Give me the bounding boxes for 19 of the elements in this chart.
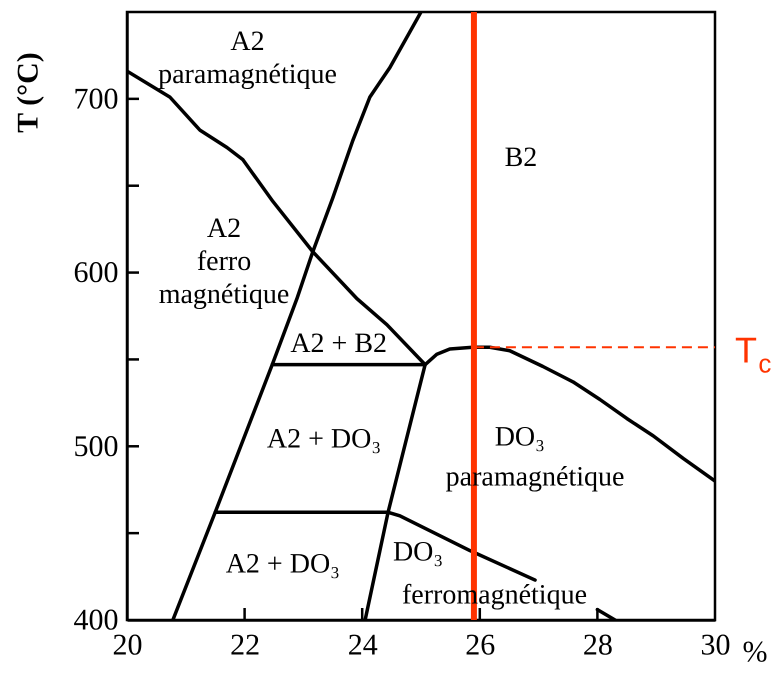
annotation: A2 + DO₃: [226, 548, 340, 580]
x-tick-label: 22: [230, 628, 260, 662]
annotation: A2 + B2: [290, 328, 388, 359]
annotation: A2 ferro magnétique: [158, 213, 290, 310]
annotation: B2: [504, 142, 538, 173]
x-tick-label: 20: [112, 628, 142, 662]
x-tick-label: 26: [465, 628, 496, 662]
x-tick-label: 30: [700, 628, 730, 662]
annotation: A2 paramagnétique: [158, 26, 337, 90]
annotation: A2 + DO₃: [266, 423, 382, 454]
x-tick-label: 28: [582, 628, 613, 662]
y-tick-label: 600: [74, 256, 118, 290]
x-axis-title: %: [742, 636, 768, 668]
x-tick-label: 24: [348, 628, 378, 662]
y-axis-title: T (°C): [12, 52, 44, 133]
y-tick-label: 700: [74, 82, 118, 116]
annotation: DO₃: [392, 536, 444, 568]
y-tick-label: 500: [74, 430, 118, 463]
annotation: DO₃: [494, 422, 545, 453]
